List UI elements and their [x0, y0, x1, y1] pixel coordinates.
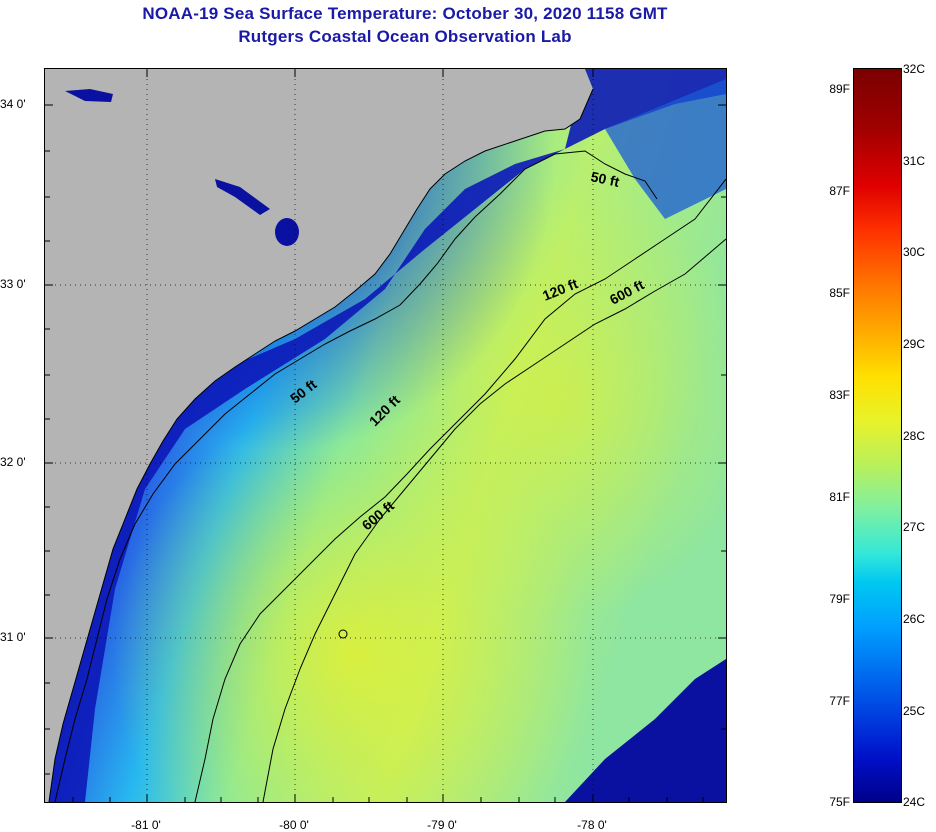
lon-label-81: -81 0'	[131, 818, 161, 832]
cloud-mask-region	[565, 659, 726, 802]
northeast-cool-water	[605, 79, 726, 219]
lon-label-80: -80 0'	[279, 818, 309, 832]
lat-label-31: 31 0'	[0, 630, 26, 644]
lat-label-33: 33 0'	[0, 277, 26, 291]
axis-ticks	[45, 69, 726, 802]
inland-lake	[65, 89, 113, 102]
contour-120ft	[194, 178, 726, 802]
colorbar-f-85: 85F	[829, 286, 850, 300]
contour-600ft	[262, 238, 726, 802]
contour-label-50ft-upper: 50 ft	[589, 168, 621, 190]
colorbar-f-77: 77F	[829, 694, 850, 708]
lat-label-34: 34 0'	[0, 97, 26, 111]
lat-label-32: 32 0'	[0, 455, 26, 469]
lon-label-79: -79 0'	[427, 818, 457, 832]
small-contour-ring	[338, 629, 348, 639]
colorbar-f-81: 81F	[829, 490, 850, 504]
temperature-colorbar	[853, 68, 902, 803]
colorbar-f-75: 75F	[829, 795, 850, 809]
colorbar-c-32: 32C	[903, 62, 926, 76]
colorbar-c-25: 25C	[903, 704, 926, 718]
map-title: NOAA-19 Sea Surface Temperature: October…	[142, 4, 668, 23]
colorbar-c-24: 24C	[903, 795, 926, 809]
land-mass	[45, 69, 593, 802]
colorbar-c-30: 30C	[903, 245, 926, 259]
lon-label-78: -78 0'	[577, 818, 607, 832]
colorbar-c-28: 28C	[903, 429, 926, 443]
sst-map: 50 ft 120 ft 600 ft 50 ft 120 ft 600 ft	[44, 68, 727, 803]
inland-river	[215, 179, 270, 215]
colorbar-f-89: 89F	[829, 82, 850, 96]
colorbar-c-29: 29C	[903, 337, 926, 351]
sst-map-canvas: 50 ft 120 ft 600 ft 50 ft 120 ft 600 ft	[45, 69, 726, 802]
colorbar-c-31: 31C	[903, 154, 926, 168]
colorbar-f-79: 79F	[829, 592, 850, 606]
colorbar-c-26: 26C	[903, 612, 926, 626]
colorbar-f-87: 87F	[829, 184, 850, 198]
map-subtitle: Rutgers Coastal Ocean Observation Lab	[238, 27, 572, 46]
coastline	[48, 88, 594, 802]
lake-marion	[275, 218, 299, 246]
contour-50ft	[54, 150, 658, 802]
colorbar-f-83: 83F	[829, 388, 850, 402]
graticule	[45, 69, 726, 802]
colorbar-c-27: 27C	[903, 520, 926, 534]
